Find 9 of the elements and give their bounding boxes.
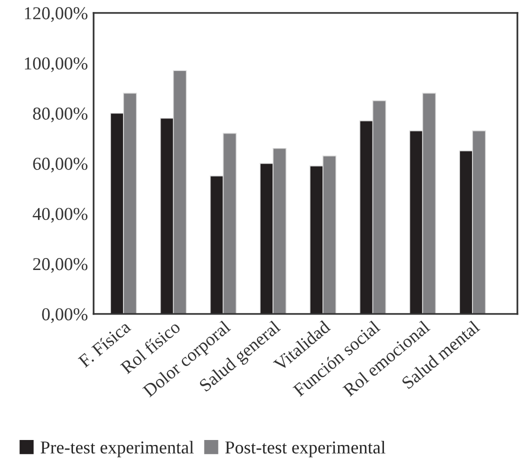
y-tick-label: 40,00%	[32, 208, 88, 223]
y-tick-label: 20,00%	[33, 258, 88, 273]
y-tick-label: 120,00%	[24, 7, 88, 22]
y-tick-label: 60,00%	[33, 158, 88, 172]
y-tick-label: 80,00%	[33, 108, 88, 122]
y-tick-label: 0,00%	[42, 308, 88, 323]
y-tick-label: 100,00%	[24, 57, 88, 72]
legend-label: Post-test experimental	[225, 440, 386, 458]
legend-label: Pre-test experimental	[40, 440, 194, 458]
